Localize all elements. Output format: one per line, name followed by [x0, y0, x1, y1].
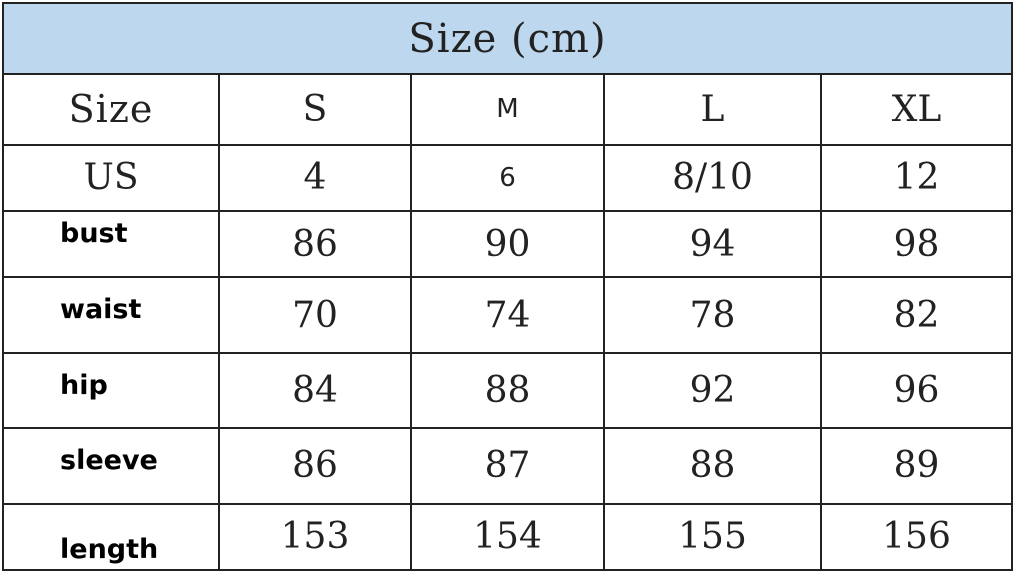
table-row: sleeve 86 87 88 89	[2, 427, 1013, 505]
column-header-size: Size	[2, 73, 220, 146]
cell: 153	[218, 502, 412, 572]
cell: 87	[410, 427, 605, 505]
row-label: waist	[2, 276, 220, 354]
cell: 78	[603, 276, 822, 354]
header-row: Size S M L XL	[2, 73, 1013, 146]
cell: 96	[820, 351, 1013, 430]
table-row: waist 70 74 78 82	[2, 276, 1013, 354]
cell: 82	[820, 276, 1013, 354]
cell: 84	[218, 351, 412, 430]
cell: 70	[218, 276, 412, 354]
column-header-s: S	[218, 73, 412, 146]
table-row: bust 86 90 94 98	[2, 210, 1013, 279]
cell: 89	[820, 427, 1013, 505]
cell: 88	[603, 427, 822, 505]
cell: 86	[218, 427, 412, 505]
row-label: bust	[2, 210, 220, 279]
column-header-m: M	[410, 73, 605, 146]
row-label: sleeve	[2, 427, 220, 505]
cell: 156	[820, 502, 1013, 572]
table-title: Size (cm)	[2, 2, 1013, 75]
cell: 155	[603, 502, 822, 572]
row-label: hip	[2, 351, 220, 430]
row-label: length	[2, 502, 220, 572]
cell: 94	[603, 210, 822, 279]
cell: 4	[218, 143, 412, 213]
row-label: US	[2, 143, 220, 213]
cell: 86	[218, 210, 412, 279]
cell: 90	[410, 210, 605, 279]
cell: 92	[603, 351, 822, 430]
title-row: Size (cm)	[2, 2, 1013, 75]
cell: 88	[410, 351, 605, 430]
cell: 74	[410, 276, 605, 354]
cell: 8/10	[603, 143, 822, 213]
table-row: length 153 154 155 156	[2, 502, 1013, 572]
cell: 154	[410, 502, 605, 572]
cell: 6	[410, 143, 605, 213]
cell: 98	[820, 210, 1013, 279]
table-row: US 4 6 8/10 12	[2, 143, 1013, 213]
column-header-xl: XL	[820, 73, 1013, 146]
cell: 12	[820, 143, 1013, 213]
column-header-l: L	[603, 73, 822, 146]
table-row: hip 84 88 92 96	[2, 351, 1013, 430]
